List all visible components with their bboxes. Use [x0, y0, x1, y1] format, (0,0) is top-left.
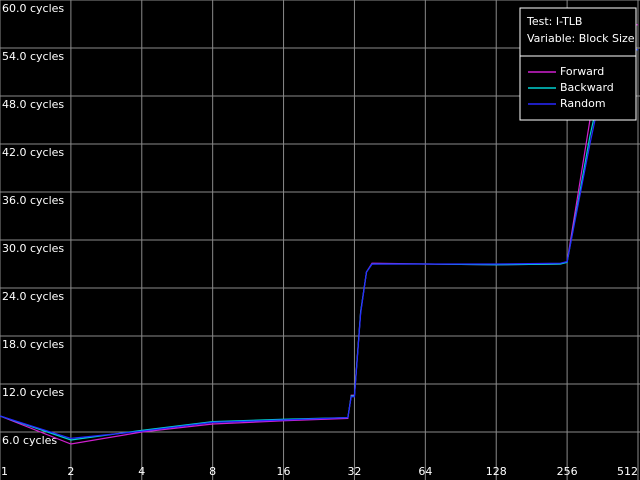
legend-annotation: Variable: Block Size — [527, 32, 635, 45]
legend-label: Forward — [560, 65, 604, 78]
legend-annotation: Test: I-TLB — [526, 15, 582, 28]
y-tick-label: 36.0 cycles — [2, 194, 64, 207]
x-tick-label: 1 — [1, 465, 8, 478]
x-tick-label: 128 — [486, 465, 507, 478]
y-tick-label: 54.0 cycles — [2, 50, 64, 63]
x-tick-label: 2 — [67, 465, 74, 478]
y-tick-label: 12.0 cycles — [2, 386, 64, 399]
y-tick-label: 60.0 cycles — [2, 2, 64, 15]
x-tick-label: 32 — [347, 465, 361, 478]
legend-label: Backward — [560, 81, 614, 94]
y-tick-label: 48.0 cycles — [2, 98, 64, 111]
series-line — [0, 49, 639, 440]
legend-box — [519, 7, 637, 121]
x-tick-label: 8 — [209, 465, 216, 478]
x-tick-label: 512 — [617, 465, 638, 478]
y-tick-label: 6.0 cycles — [2, 434, 57, 447]
x-tick-label: 256 — [557, 465, 578, 478]
y-tick-label: 24.0 cycles — [2, 290, 64, 303]
legend: Test: I-TLB Variable: Block Size Forward Ba… — [519, 7, 637, 121]
y-tick-label: 42.0 cycles — [2, 146, 64, 159]
y-tick-label: 18.0 cycles — [2, 338, 64, 351]
x-tick-label: 4 — [138, 465, 145, 478]
x-tick-label: 64 — [418, 465, 432, 478]
y-tick-label: 30.0 cycles — [2, 242, 64, 255]
legend-label: Random — [560, 97, 606, 110]
x-tick-label: 16 — [277, 465, 291, 478]
